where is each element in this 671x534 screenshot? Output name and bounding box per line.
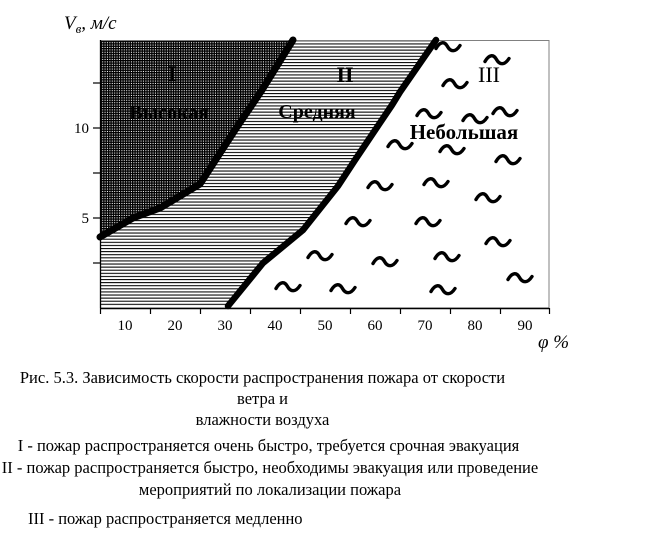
zone-label: Высокая [129, 102, 209, 124]
wave-icon [494, 154, 522, 166]
wave-icon [274, 281, 302, 293]
x-tick-label: 50 [318, 318, 333, 334]
x-axis-title: φ % [538, 332, 569, 353]
caption-line: влажности воздуха [195, 410, 330, 429]
legend-text: мероприятий по локализации пожара [138, 480, 402, 499]
x-tick-label: 80 [468, 318, 483, 334]
wave-icon [371, 256, 399, 268]
wave-icon [506, 272, 534, 284]
wave-icon [366, 180, 394, 192]
wave-icon [386, 139, 414, 151]
wave-icon [484, 236, 512, 248]
legend-item-zone-2: II - пожар распространяется быстро, необ… [0, 457, 540, 501]
legend-item-zone-1: I - пожар распространяется очень быстро,… [0, 435, 537, 457]
figure-caption: Рис. 5.3. Зависимость скорости распростр… [0, 367, 525, 430]
caption-line: Рис. 5.3. Зависимость скорости распростр… [19, 368, 506, 408]
wave-icon [491, 106, 519, 118]
x-tick-label: 90 [518, 318, 533, 334]
wave-icon [441, 78, 469, 90]
wave-icon [329, 283, 357, 295]
wave-icon [306, 250, 334, 262]
x-tick-label: 20 [168, 318, 183, 334]
zone-3-wave-symbols [274, 41, 534, 296]
wave-icon [461, 113, 489, 125]
boundary-curve-2-3 [224, 36, 440, 310]
zone-label: III [478, 62, 500, 87]
x-tick-label: 70 [418, 318, 433, 334]
wave-icon [415, 108, 443, 120]
axis-ticks [93, 82, 551, 314]
legend-text: II - пожар распространяется быстро, необ… [1, 458, 539, 477]
legend-item-zone-3: III - пожар распространяется медленно [28, 508, 648, 530]
y-tick-label: 5 [82, 211, 90, 227]
wave-icon [433, 251, 461, 263]
legend-text: III - пожар распространяется медленно [28, 509, 303, 528]
chart-svg: 10 5 10 20 30 40 50 60 70 80 90 Vв, м/с φ % I Высокая I… [64, 13, 569, 353]
zone-label: II [336, 62, 353, 87]
wave-icon [438, 144, 466, 156]
zone-label: I [168, 61, 177, 86]
legend-text: I - пожар распространяется очень быстро,… [17, 436, 520, 455]
wave-icon [422, 177, 450, 189]
y-tick-label: 10 [74, 121, 89, 137]
wave-icon [429, 284, 457, 296]
fire-spread-zone-chart: 10 5 10 20 30 40 50 60 70 80 90 Vв, м/с φ % I Высокая I… [64, 13, 569, 353]
boundary-curve-1-2 [96, 36, 297, 241]
x-tick-label: 30 [218, 318, 233, 334]
x-tick-label: 10 [118, 318, 133, 334]
zone-label: Средняя [278, 101, 356, 123]
zone-label: Небольшая [410, 120, 519, 144]
x-tick-label: 40 [268, 318, 283, 334]
x-tick-label: 60 [368, 318, 383, 334]
y-axis-title: Vв, м/с [64, 13, 117, 36]
wave-icon [344, 216, 372, 228]
zone-2-region [100, 40, 436, 306]
zone-1-region [100, 40, 293, 237]
wave-icon [483, 54, 511, 66]
wave-icon [414, 216, 442, 228]
wave-icon [474, 192, 502, 204]
wave-icon [434, 41, 462, 53]
